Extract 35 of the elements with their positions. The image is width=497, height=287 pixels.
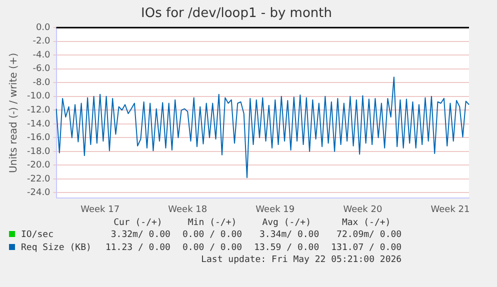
y-tick-label: -6.0	[32, 64, 51, 74]
text: Cur (-/+)	[112, 218, 164, 229]
text: 0.00 / 0.00	[181, 229, 244, 242]
legend-label: IO/sec	[20, 229, 55, 242]
y-tick-label: -8.0	[32, 78, 51, 88]
legend-label: Req Size (KB)	[20, 242, 92, 255]
x-tick-label: Week 18	[168, 204, 208, 215]
y-tick-label: -10.0	[26, 92, 51, 102]
y-tick-label: -4.0	[32, 50, 51, 60]
x-tick-label: Week 19	[256, 204, 295, 215]
y-tick-label: -14.0	[26, 119, 51, 130]
text: 131.07 / 0.00	[330, 242, 403, 255]
text: 3.32m/ 0.00	[110, 229, 172, 242]
y-axis-title: Units read (-) / write (+)	[8, 52, 20, 173]
y-tick-label: 0.0	[36, 22, 51, 33]
y-tick-label: -20.0	[26, 160, 51, 171]
text: Avg (-/+)	[261, 218, 312, 229]
chart-title: IOs for /dev/loop1 - by month	[141, 6, 332, 22]
y-tick-label: -18.0	[26, 146, 51, 157]
x-tick-label: Week 17	[80, 204, 120, 215]
text: Max (-/+)	[340, 218, 392, 229]
x-tick-label: Week 21	[430, 204, 470, 215]
text: 3.34m/ 0.00	[258, 229, 320, 242]
y-tick-label: -24.0	[26, 188, 51, 198]
text: Min (-/+)	[186, 218, 238, 229]
text: 0.00 / 0.00	[181, 242, 244, 255]
x-tick-label: Week 20	[343, 204, 382, 215]
text: 11.23 / 0.00	[104, 242, 172, 255]
y-tick-label: -12.0	[26, 105, 51, 116]
y-tick-label: -2.0	[32, 36, 51, 47]
text: Last update: Fri May 22 05:21:00 2026	[200, 255, 403, 266]
y-tick-label: -16.0	[26, 133, 51, 144]
y-tick-label: -22.0	[26, 174, 51, 184]
text: 13.59 / 0.00	[253, 242, 320, 255]
text: 72.09m/ 0.00	[336, 229, 403, 242]
